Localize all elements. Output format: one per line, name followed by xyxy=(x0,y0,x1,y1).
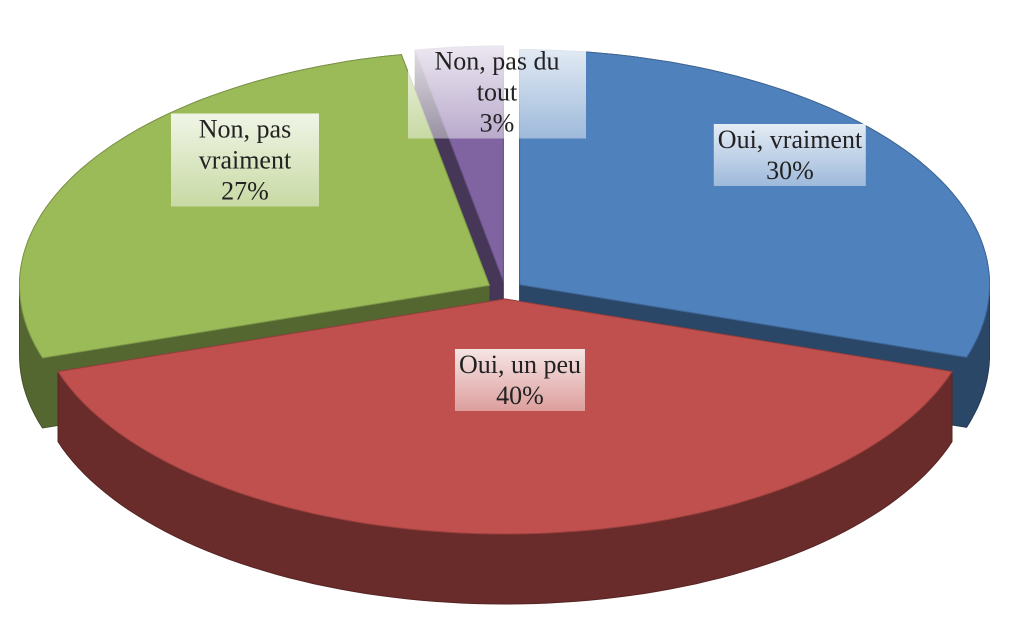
value-label: 30% xyxy=(766,156,814,185)
category-label: Oui, vraiment xyxy=(717,125,863,154)
data-label: Oui, vraiment 30% xyxy=(713,124,867,186)
value-label: 27% xyxy=(221,176,269,206)
data-label: Non, pas vraiment 27% xyxy=(171,113,319,207)
data-label: Oui, un peu 40% xyxy=(454,349,586,411)
slice xyxy=(519,49,990,358)
value-label: 40% xyxy=(496,381,544,410)
category-label: Non, pas vraiment xyxy=(198,114,292,175)
category-label: Oui, un peu xyxy=(458,350,582,379)
category-label: Non, pas du tout xyxy=(434,46,560,107)
data-label: Non, pas du tout 3% xyxy=(408,45,586,139)
value-label: 3% xyxy=(479,108,515,138)
slice xyxy=(57,298,953,535)
